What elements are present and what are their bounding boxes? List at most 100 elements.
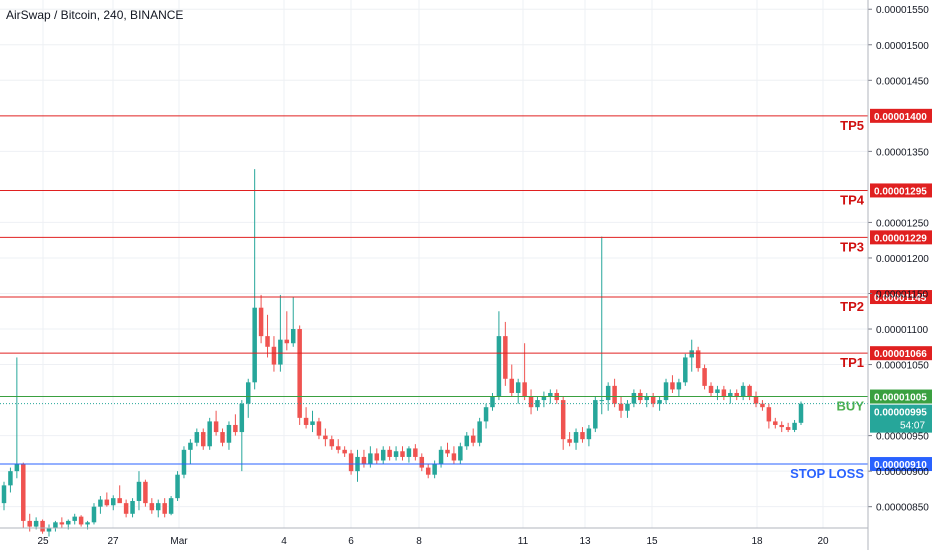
candle — [271, 336, 277, 372]
x-tick-label: 4 — [281, 536, 287, 547]
candle-body — [46, 528, 52, 532]
level-name: STOP LOSS — [790, 466, 864, 481]
level-price-tag — [870, 346, 932, 361]
candle — [599, 236, 604, 415]
candle-body — [695, 350, 701, 369]
candle-body — [593, 400, 598, 429]
candle-body — [40, 520, 45, 532]
grid — [0, 0, 868, 528]
candle — [8, 467, 13, 493]
current-price-label: 0.00000995 — [874, 408, 927, 419]
candle-body — [625, 403, 630, 411]
x-tick-label: 25 — [37, 536, 49, 547]
candle — [104, 492, 110, 507]
candle-body — [117, 498, 122, 504]
candle-body — [130, 500, 135, 514]
candle — [618, 396, 624, 418]
candle — [284, 311, 290, 351]
y-tick-label: 0.00001350 — [876, 147, 929, 158]
candle — [721, 385, 727, 401]
candle — [265, 314, 270, 358]
candle-body — [425, 467, 431, 475]
candle-body — [477, 421, 482, 443]
candle — [393, 446, 399, 461]
candle-body — [406, 448, 412, 457]
candle — [483, 403, 489, 429]
candle-body — [760, 403, 765, 408]
level-tp2: 0.00001145 TP2 — [0, 290, 932, 314]
y-tick-label: 0.00000900 — [876, 467, 929, 478]
candle — [766, 403, 772, 429]
candle — [40, 519, 45, 534]
candle-body — [490, 396, 495, 408]
candle-body — [245, 382, 251, 404]
candle — [162, 498, 167, 518]
candle-body — [612, 385, 617, 404]
candle-body — [773, 421, 778, 425]
candle-body — [162, 503, 167, 514]
candle-body — [663, 382, 669, 401]
candle-body — [419, 456, 425, 468]
candle-body — [149, 503, 155, 511]
candle-body — [445, 449, 450, 454]
candle-body — [670, 382, 675, 390]
level-name: TP1 — [840, 355, 864, 370]
candle-body — [785, 427, 791, 430]
candle-body — [258, 307, 264, 337]
x-tick-label: 13 — [579, 536, 591, 547]
candle — [111, 495, 116, 511]
candle — [143, 479, 148, 507]
candle-body — [271, 346, 277, 365]
candle — [683, 353, 688, 386]
candle — [387, 446, 392, 461]
candle-body — [740, 385, 746, 397]
candle-body — [27, 520, 32, 527]
candle — [245, 378, 251, 418]
level-price-label: 0.00001229 — [874, 233, 927, 244]
x-tick-label: 8 — [416, 536, 422, 547]
candle-body — [252, 307, 257, 383]
x-tick-label: 18 — [751, 536, 763, 547]
level-buy: 0.00001005 BUY — [0, 389, 932, 414]
candle-body — [458, 446, 463, 461]
candle — [53, 520, 58, 532]
candle — [753, 391, 759, 408]
level-price-tag — [870, 108, 932, 123]
candles — [1, 169, 804, 537]
candle — [329, 435, 335, 450]
y-tick-label: 0.00001200 — [876, 254, 929, 265]
candle — [258, 294, 264, 344]
candle-body — [528, 396, 534, 408]
candle — [98, 496, 103, 514]
candle-body — [188, 442, 193, 450]
candle-body — [702, 368, 707, 386]
candle-body — [393, 451, 399, 457]
candle-body — [278, 339, 283, 365]
candle — [798, 401, 804, 425]
candle — [348, 449, 354, 475]
candle — [708, 382, 714, 397]
candle — [464, 432, 470, 450]
candle — [175, 471, 180, 501]
x-tick-label: 6 — [348, 536, 354, 547]
candle — [625, 400, 630, 418]
candle-body — [644, 396, 649, 401]
level-price-label: 0.00001005 — [874, 393, 927, 404]
candle-body — [438, 449, 444, 465]
candle-body — [342, 449, 347, 454]
candle — [406, 446, 412, 463]
candle — [432, 460, 437, 479]
candle-body — [175, 474, 180, 499]
candle-body — [104, 499, 110, 506]
candle — [695, 346, 701, 372]
candle-body — [207, 421, 212, 447]
candle — [612, 378, 617, 408]
y-tick-label: 0.00000850 — [876, 503, 929, 514]
candle-body — [798, 403, 804, 423]
candle-body — [676, 382, 682, 390]
candle-body — [1, 485, 7, 504]
countdown-label: 54:07 — [900, 421, 925, 432]
candle-body — [78, 516, 84, 525]
candle-body — [53, 522, 58, 528]
candle — [33, 517, 39, 530]
